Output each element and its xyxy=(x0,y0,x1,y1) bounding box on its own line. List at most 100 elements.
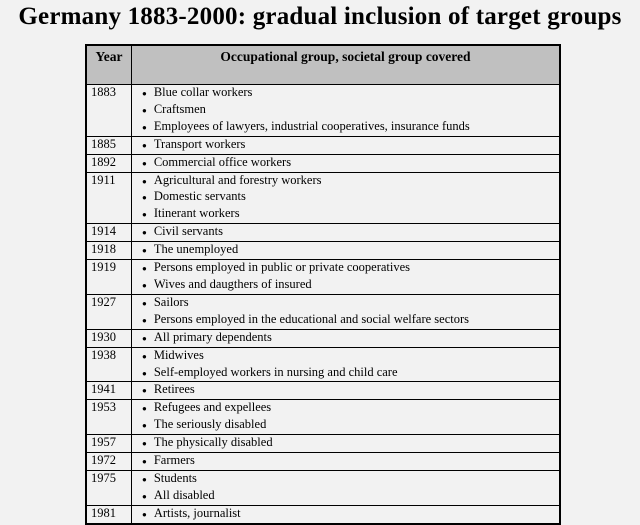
group-cell: ● Students ● All disabled xyxy=(131,469,561,506)
bullet-item: ● Persons employed in the educational and… xyxy=(132,312,559,329)
table-header: Year Occupational group, societal group … xyxy=(85,44,561,85)
inclusion-table: Year Occupational group, societal group … xyxy=(85,44,561,525)
group-cell: ● Midwives ● Self-employed workers in nursi… xyxy=(131,346,561,383)
year-cell: 1919 xyxy=(85,259,132,295)
bullet-icon: ● xyxy=(142,491,147,501)
bullet-icon: ● xyxy=(142,351,147,361)
year-cell: 1930 xyxy=(85,328,132,348)
bullet-icon: ● xyxy=(142,474,147,484)
table-header-row: Year Occupational group, societal group … xyxy=(85,44,561,85)
table-row: 1914 ● Civil servants xyxy=(85,223,561,243)
bullet-text: The physically disabled xyxy=(153,435,273,450)
table-row: 1938 ● Midwives ● Self-employed workers in n… xyxy=(85,346,561,383)
group-cell: ● The physically disabled xyxy=(131,434,561,454)
group-cell: ● Sailors ● Persons employed in the educati… xyxy=(131,293,561,330)
bullet-text: Itinerant workers xyxy=(153,206,240,221)
year-cell: 1938 xyxy=(85,346,132,383)
bullet-text: Midwives xyxy=(153,347,204,362)
table-row: 1883 ● Blue collar workers ● Craftsmen ● Emplo… xyxy=(85,84,561,137)
table-header-group: Occupational group, societal group cover… xyxy=(131,44,561,85)
bullet-item: ● Refugees and expellees xyxy=(132,400,559,417)
table-row: 1930 ● All primary dependents xyxy=(85,328,561,348)
table-header-year: Year xyxy=(85,44,132,85)
table-row: 1919 ● Persons employed in public or priva… xyxy=(85,259,561,295)
table-body: 1883 ● Blue collar workers ● Craftsmen ● Emplo… xyxy=(85,84,561,525)
bullet-icon: ● xyxy=(142,315,147,325)
table-row: 1892 ● Commercial office workers xyxy=(85,153,561,173)
bullet-text: Persons employed in the educational and … xyxy=(153,311,470,326)
bullet-item: ● Students xyxy=(132,471,559,488)
year-cell: 1972 xyxy=(85,452,132,471)
page-title: Germany 1883-2000: gradual inclusion of … xyxy=(18,3,622,30)
bullet-text: Self-employed workers in nursing and chi… xyxy=(153,364,398,379)
bullet-item: ● All disabled xyxy=(132,488,559,505)
group-cell: ● Blue collar workers ● Craftsmen ● Employees… xyxy=(131,84,561,137)
bullet-icon: ● xyxy=(142,368,147,378)
year-cell: 1975 xyxy=(85,469,132,506)
group-cell: ● Persons employed in public or private c… xyxy=(131,259,561,295)
bullet-icon: ● xyxy=(142,158,147,168)
bullet-text: Transport workers xyxy=(153,136,246,151)
bullet-item: ● Persons employed in public or private c… xyxy=(132,260,559,277)
group-cell: ● Transport workers xyxy=(131,135,561,155)
year-cell: 1981 xyxy=(85,504,132,525)
year-cell: 1941 xyxy=(85,381,132,401)
bullet-item: ● Commercial office workers xyxy=(132,155,559,172)
bullet-text: Employees of lawyers, industrial coopera… xyxy=(153,118,470,133)
bullet-icon: ● xyxy=(142,140,147,150)
bullet-icon: ● xyxy=(142,89,147,98)
bullet-text: Sailors xyxy=(153,294,189,309)
bullet-item: ● Craftsmen xyxy=(132,102,559,119)
bullet-text: Artists, journalist xyxy=(153,505,241,520)
bullet-text: Blue collar workers xyxy=(153,85,253,99)
group-cell: ● Agricultural and forestry workers ● Domes… xyxy=(131,171,561,225)
year-cell: 1957 xyxy=(85,434,132,454)
bullet-item: ● Itinerant workers xyxy=(132,206,559,223)
bullet-item: ● Civil servants xyxy=(132,224,559,241)
bullet-icon: ● xyxy=(142,228,147,238)
bullet-icon: ● xyxy=(142,421,147,431)
bullet-icon: ● xyxy=(142,298,147,308)
group-cell: ● All primary dependents xyxy=(131,328,561,348)
bullet-text: Refugees and expellees xyxy=(153,400,272,415)
bullet-text: All disabled xyxy=(153,487,215,502)
bullet-item: ● Farmers xyxy=(132,453,559,470)
bullet-icon: ● xyxy=(142,280,147,290)
bullet-icon: ● xyxy=(142,176,147,186)
bullet-item: ● The physically disabled xyxy=(132,435,559,452)
table-row: 1953 ● Refugees and expellees ● The seriousl… xyxy=(85,399,561,436)
bullet-item: ● Self-employed workers in nursing and ch… xyxy=(132,365,559,382)
table-row: 1975 ● Students ● All disabled xyxy=(85,469,561,506)
bullet-item: ● The seriously disabled xyxy=(132,417,559,434)
bullet-icon: ● xyxy=(142,264,147,274)
bullet-item: ● Midwives xyxy=(132,348,559,365)
bullet-text: Wives and daugthers of insured xyxy=(153,276,312,291)
year-cell: 1927 xyxy=(85,293,132,330)
year-cell: 1918 xyxy=(85,241,132,261)
bullet-item: ● All primary dependents xyxy=(132,330,559,347)
table-row: 1885 ● Transport workers xyxy=(85,135,561,155)
bullet-text: Agricultural and forestry workers xyxy=(153,172,322,187)
bullet-item: ● Employees of lawyers, industrial cooper… xyxy=(132,119,559,136)
bullet-text: All primary dependents xyxy=(153,329,272,344)
table-row: 1911 ● Agricultural and forestry workers ● D… xyxy=(85,171,561,225)
bullet-icon: ● xyxy=(142,246,147,256)
table-row: 1957 ● The physically disabled xyxy=(85,434,561,454)
bullet-icon: ● xyxy=(142,122,147,132)
bullet-icon: ● xyxy=(142,439,147,449)
bullet-text: The seriously disabled xyxy=(153,417,267,432)
bullet-text: Domestic servants xyxy=(153,189,246,204)
bullet-icon: ● xyxy=(142,193,147,203)
year-cell: 1953 xyxy=(85,399,132,436)
bullet-icon: ● xyxy=(142,105,147,115)
bullet-icon: ● xyxy=(142,386,147,396)
bullet-icon: ● xyxy=(142,210,147,220)
bullet-text: Farmers xyxy=(153,453,195,468)
table-row: 1918 ● The unemployed xyxy=(85,241,561,261)
bullet-icon: ● xyxy=(142,509,147,519)
bullet-item: ● Transport workers xyxy=(132,137,559,154)
table-row: 1981 ● Artists, journalist xyxy=(85,504,561,525)
year-cell: 1914 xyxy=(85,223,132,243)
bullet-item: ● Blue collar workers xyxy=(132,85,559,102)
group-cell: ● Commercial office workers xyxy=(131,153,561,173)
